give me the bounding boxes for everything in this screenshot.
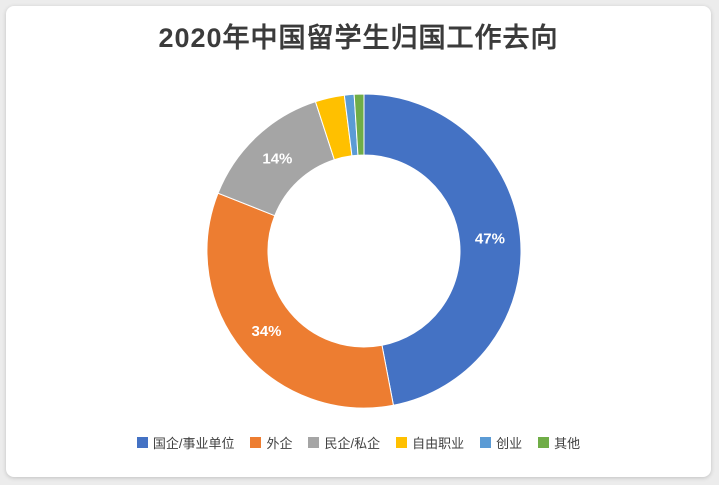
legend-label: 民企/私企 xyxy=(324,436,381,451)
legend-label: 其他 xyxy=(554,436,581,451)
donut-chart: 47% 34% 14% xyxy=(206,93,522,409)
donut-slice-1 xyxy=(206,192,395,409)
chart-card: 2020年中国留学生归国工作去向 47% 34% 14% 国企/事业单位 外企 民企/私… xyxy=(6,6,711,477)
legend-swatch-icon xyxy=(136,437,148,448)
legend-swatch-icon xyxy=(250,437,262,448)
legend-item-0: 国企/事业单位 xyxy=(136,433,235,452)
donut-slice-0 xyxy=(363,93,522,406)
legend-item-1: 外企 xyxy=(250,433,292,452)
legend-swatch-icon xyxy=(396,437,408,448)
slice-label-0: 47% xyxy=(475,231,505,248)
legend-swatch-icon xyxy=(308,437,320,448)
chart-title: 2020年中国留学生归国工作去向 xyxy=(158,23,559,53)
chart-legend: 国企/事业单位 外企 民企/私企 自由职业 创业 其他 xyxy=(6,433,711,452)
legend-item-5: 其他 xyxy=(538,433,580,452)
legend-swatch-icon xyxy=(480,437,492,448)
legend-item-2: 民企/私企 xyxy=(308,433,380,452)
slice-label-2: 14% xyxy=(262,150,292,167)
legend-item-4: 创业 xyxy=(480,433,522,452)
legend-swatch-icon xyxy=(538,437,550,448)
donut-slice-5 xyxy=(353,93,365,156)
legend-item-3: 自由职业 xyxy=(396,433,464,452)
legend-label: 自由职业 xyxy=(412,436,465,451)
legend-label: 外企 xyxy=(266,436,293,451)
legend-label: 国企/事业单位 xyxy=(152,436,235,451)
legend-label: 创业 xyxy=(496,436,523,451)
slice-label-1: 34% xyxy=(252,323,282,340)
